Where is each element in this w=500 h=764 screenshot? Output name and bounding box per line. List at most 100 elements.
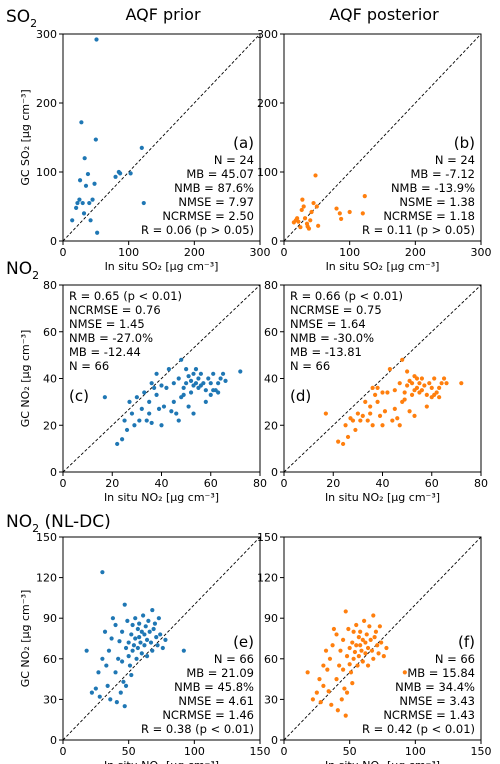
data-point [142, 643, 147, 648]
data-point [358, 629, 363, 634]
data-point [317, 677, 322, 682]
data-point [358, 643, 363, 648]
data-point [154, 392, 159, 397]
y-tick-label: 200 [36, 97, 57, 110]
data-point [211, 371, 216, 376]
data-point [188, 378, 194, 383]
data-point [350, 640, 355, 645]
y-tick-label: 40 [264, 373, 278, 386]
data-point [318, 700, 323, 705]
panel-label: (d) [290, 387, 311, 405]
data-point [191, 411, 196, 416]
stat-line: NMB = 34.4% [395, 680, 475, 694]
data-point [314, 690, 319, 695]
data-point [159, 383, 164, 388]
data-point [120, 629, 125, 634]
y-tick-label: 300 [257, 28, 278, 41]
data-point [129, 411, 135, 416]
data-point [79, 120, 84, 125]
data-point [135, 645, 140, 651]
data-point [397, 381, 402, 386]
data-point [305, 670, 310, 675]
x-tick-label: 80 [474, 477, 488, 490]
y-tick-label: 0 [50, 466, 57, 479]
row-title-no2-nldc: NO2 (NL-DC) [6, 512, 111, 535]
data-point [216, 390, 221, 395]
data-point [407, 409, 412, 414]
data-point [113, 670, 118, 675]
data-point [75, 200, 80, 206]
one-to-one-line [62, 284, 261, 473]
data-point [161, 404, 167, 409]
data-point [419, 376, 424, 381]
data-point [84, 648, 89, 653]
y-tick-label: 200 [257, 97, 278, 110]
data-point [93, 686, 98, 691]
data-point [196, 376, 201, 381]
data-point [130, 622, 135, 628]
data-point [82, 156, 87, 161]
y-tick-label: 60 [264, 653, 278, 666]
stat-line: N = 66 [214, 652, 254, 666]
x-axis-label: In situ NO₂ [μg cm⁻³] [325, 491, 440, 504]
data-point [360, 211, 365, 216]
data-point [351, 629, 356, 634]
data-point [154, 635, 159, 640]
data-point [203, 399, 208, 404]
data-point [138, 640, 143, 645]
data-point [116, 656, 121, 661]
data-point [137, 621, 142, 626]
data-point [405, 383, 410, 388]
panel-label: (a) [233, 134, 254, 152]
y-axis-label: GC NO₂ [μg cm⁻³] [19, 330, 32, 428]
y-tick-label: 0 [50, 235, 57, 248]
data-point [148, 640, 154, 645]
data-point [160, 645, 165, 651]
data-point [367, 624, 372, 629]
y-tick-label: 20 [43, 419, 57, 432]
data-point [347, 662, 352, 667]
data-point [427, 381, 432, 386]
data-point [439, 381, 444, 386]
data-point [191, 371, 196, 376]
data-point [365, 418, 370, 423]
stat-line: N = 66 [69, 359, 109, 373]
data-point [191, 383, 196, 388]
data-point [117, 639, 122, 644]
y-tick-label: 0 [271, 235, 278, 248]
data-point [154, 371, 159, 376]
data-point [143, 624, 148, 629]
data-point [90, 197, 95, 202]
x-tick-label: 60 [425, 477, 439, 490]
data-point [77, 178, 83, 183]
data-point [344, 653, 350, 659]
stat-line: R = 0.42 (p < 0.01) [362, 722, 475, 736]
data-point [359, 648, 364, 653]
x-tick-label: 0 [60, 477, 67, 490]
data-point [434, 390, 439, 395]
data-point [163, 637, 168, 642]
data-point [149, 420, 154, 426]
x-tick-label: 20 [326, 477, 340, 490]
axes-frame [283, 33, 482, 242]
data-point [356, 635, 361, 640]
data-point [123, 683, 129, 688]
data-point [102, 629, 108, 634]
stat-line: NCRMSE = 2.50 [162, 209, 254, 223]
stat-line: NCRMSE = 0.75 [290, 303, 382, 317]
y-tick-label: 100 [36, 166, 57, 179]
y-tick-label: 0 [271, 466, 278, 479]
stat-line: NMB = -27.0% [69, 331, 153, 345]
data-point [346, 626, 351, 632]
data-point [341, 637, 346, 642]
data-point [314, 204, 319, 209]
data-point [347, 645, 352, 651]
data-point [150, 607, 155, 613]
x-tick-label: 200 [405, 246, 426, 259]
data-point [151, 626, 156, 632]
data-point [341, 441, 346, 447]
y-tick-label: 30 [264, 693, 278, 706]
stat-line: MB = -7.12 [410, 167, 475, 181]
data-point [149, 381, 154, 386]
